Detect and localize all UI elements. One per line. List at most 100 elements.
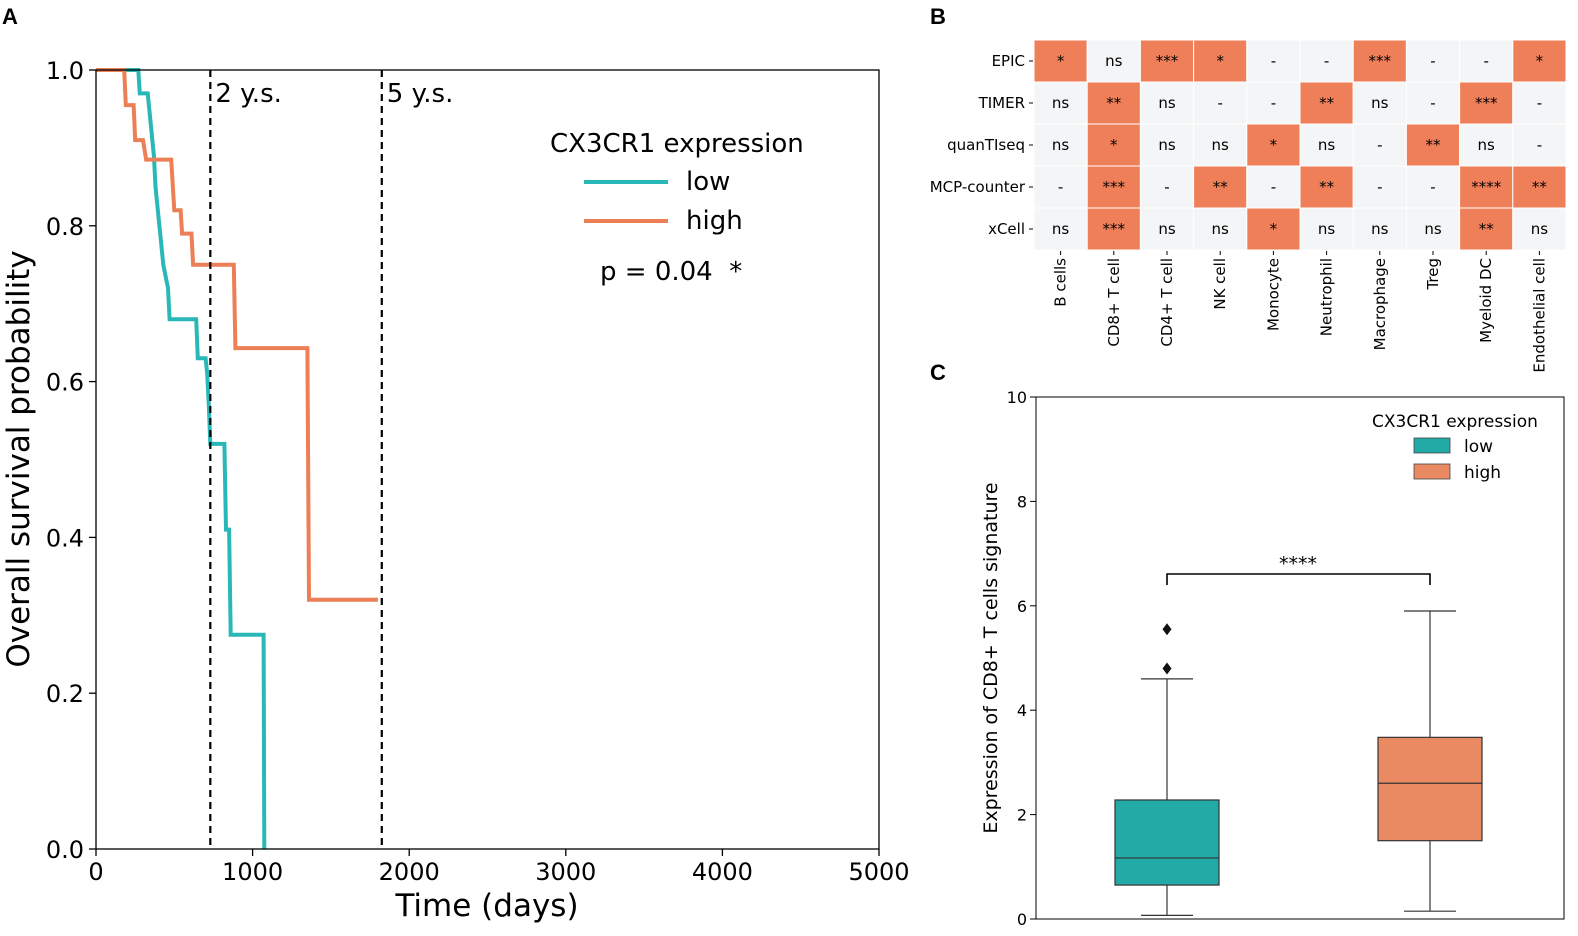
heatmap-cell-value: * — [1110, 136, 1118, 154]
heatmap-cell — [1405, 81, 1461, 125]
y-tick-label: 0.2 — [46, 680, 84, 708]
heatmap-cell — [1512, 39, 1567, 83]
heatmap-col-label: Endothelial cell — [1530, 258, 1548, 373]
outlier-low — [1162, 623, 1172, 636]
heatmap-cell — [1246, 81, 1301, 125]
boxplot-y-tick-label: 8 — [1017, 492, 1027, 511]
heatmap-cell — [1299, 207, 1354, 251]
heatmap-cell — [1033, 165, 1088, 209]
heatmap-cell — [1405, 165, 1461, 209]
boxplot-y-tick-label: 4 — [1017, 701, 1027, 720]
heatmap-cell-value: ns — [1478, 136, 1496, 154]
heatmap-cell-value: ** — [1319, 94, 1335, 112]
heatmap-cell-value: ns — [1212, 220, 1230, 238]
y-tick-label: 0.0 — [46, 836, 84, 864]
x-tick-label: 5000 — [848, 858, 909, 886]
heatmap-cell — [1459, 207, 1514, 251]
y-tick-label: 0.8 — [46, 213, 84, 241]
heatmap-cell-value: ns — [1424, 220, 1442, 238]
heatmap-cell-value: * — [1270, 136, 1278, 154]
boxplot-legend-swatch-high — [1413, 463, 1451, 480]
heatmap-col-label: CD4+ T cell — [1158, 258, 1176, 347]
heatmap-cell — [1033, 207, 1088, 251]
heatmap-row-label: EPIC — [992, 52, 1025, 70]
heatmap-row-label: TIMER — [978, 94, 1025, 112]
boxplot-axes-frame — [1035, 396, 1565, 920]
survival-curve-low — [96, 68, 267, 850]
boxplot-legend-title: CX3CR1 expression — [1372, 412, 1538, 432]
heatmap-cell — [1459, 123, 1514, 167]
heatmap-cell — [1405, 39, 1461, 83]
heatmap-cell — [1139, 39, 1195, 83]
x-tick-label: 1000 — [222, 858, 283, 886]
boxplot-legend-label-low: low — [1464, 437, 1493, 457]
heatmap-cell — [1193, 123, 1248, 167]
heatmap-cell — [1299, 165, 1354, 209]
heatmap-cell-value: *** — [1156, 52, 1179, 70]
boxplot-legend-swatch-low — [1413, 437, 1451, 454]
heatmap-cell-value: ** — [1479, 220, 1495, 238]
boxplot-y-tick-label: 6 — [1017, 597, 1027, 616]
heatmap-cell-value: ns — [1052, 136, 1070, 154]
heatmap-cell-value: ns — [1318, 136, 1336, 154]
heatmap-cell — [1299, 123, 1354, 167]
heatmap-cell — [1086, 81, 1141, 125]
heatmap-row-label: quanTIseq — [947, 136, 1025, 154]
heatmap-cell-value: ns — [1318, 220, 1336, 238]
heatmap-cell-value: - — [1430, 52, 1435, 70]
y-tick-label: 1.0 — [46, 57, 84, 85]
survival-pvalue: p = 0.04 * — [600, 257, 742, 287]
survival-legend-title: CX3CR1 expression — [550, 129, 804, 159]
heatmap-cell — [1086, 207, 1141, 251]
heatmap-cell-value: ns — [1105, 52, 1123, 70]
heatmap-cell-value: *** — [1475, 94, 1498, 112]
heatmap-cell-value: ** — [1319, 178, 1335, 196]
heatmap-cell — [1352, 123, 1407, 167]
heatmap-cell-value: ns — [1531, 220, 1549, 238]
heatmap-col-label: Treg — [1424, 258, 1442, 291]
panel-a-label: A — [2, 4, 18, 29]
heatmap-cell-value: ** — [1426, 136, 1442, 154]
boxplot-y-tick-label: 2 — [1017, 806, 1027, 825]
heatmap-cell-value: - — [1430, 178, 1435, 196]
heatmap-cell — [1299, 39, 1354, 83]
heatmap-cell-value: * — [1216, 52, 1224, 70]
boxplot: 0 2 4 6 8 10 **** Expression of CD8+ T cells … — [980, 388, 1565, 929]
box-high — [1377, 736, 1483, 842]
heatmap-cell-value: ns — [1052, 94, 1070, 112]
heatmap-cell — [1193, 165, 1248, 209]
heatmap-cell-value: - — [1271, 94, 1276, 112]
survival-x-label: Time (days) — [394, 888, 578, 924]
heatmap-col-label: Monocyte — [1264, 258, 1282, 331]
survival-y-label: Overall survival probability — [1, 250, 37, 667]
heatmap-cell-value: - — [1058, 178, 1063, 196]
heatmap-cell-value: ** — [1213, 178, 1229, 196]
heatmap-cell-value: - — [1537, 136, 1542, 154]
heatmap-cell-value: * — [1536, 52, 1544, 70]
heatmap-cell — [1459, 81, 1514, 125]
heatmap-cell-value: ns — [1158, 94, 1176, 112]
heatmap-col-label: NK cell — [1211, 258, 1229, 310]
heatmap-cell — [1405, 207, 1461, 251]
y-tick-label: 0.6 — [46, 369, 84, 397]
heatmap-cell-value: ** — [1532, 178, 1548, 196]
x-tick-label: 4000 — [692, 858, 753, 886]
heatmap-cell — [1352, 81, 1407, 125]
heatmap-cell — [1139, 207, 1195, 251]
heatmap-cell — [1139, 123, 1195, 167]
heatmap-cell-value: ns — [1158, 220, 1176, 238]
x-tick-label: 2000 — [379, 858, 440, 886]
heatmap-cell — [1405, 123, 1461, 167]
heatmap-cell-value: - — [1324, 52, 1329, 70]
heatmap-cell-value: - — [1537, 94, 1542, 112]
x-tick-label: 3000 — [535, 858, 596, 886]
heatmap-cell-value: * — [1057, 52, 1065, 70]
heatmap-cell-value: - — [1164, 178, 1169, 196]
boxplot-y-tick-label: 0 — [1017, 910, 1027, 929]
boxplot-legend-label-high: high — [1464, 463, 1501, 483]
heatmap-cell-value: **** — [1471, 178, 1502, 196]
heatmap-cell-value: - — [1377, 178, 1382, 196]
heatmap-cell — [1246, 123, 1301, 167]
heatmap-cell — [1512, 165, 1567, 209]
